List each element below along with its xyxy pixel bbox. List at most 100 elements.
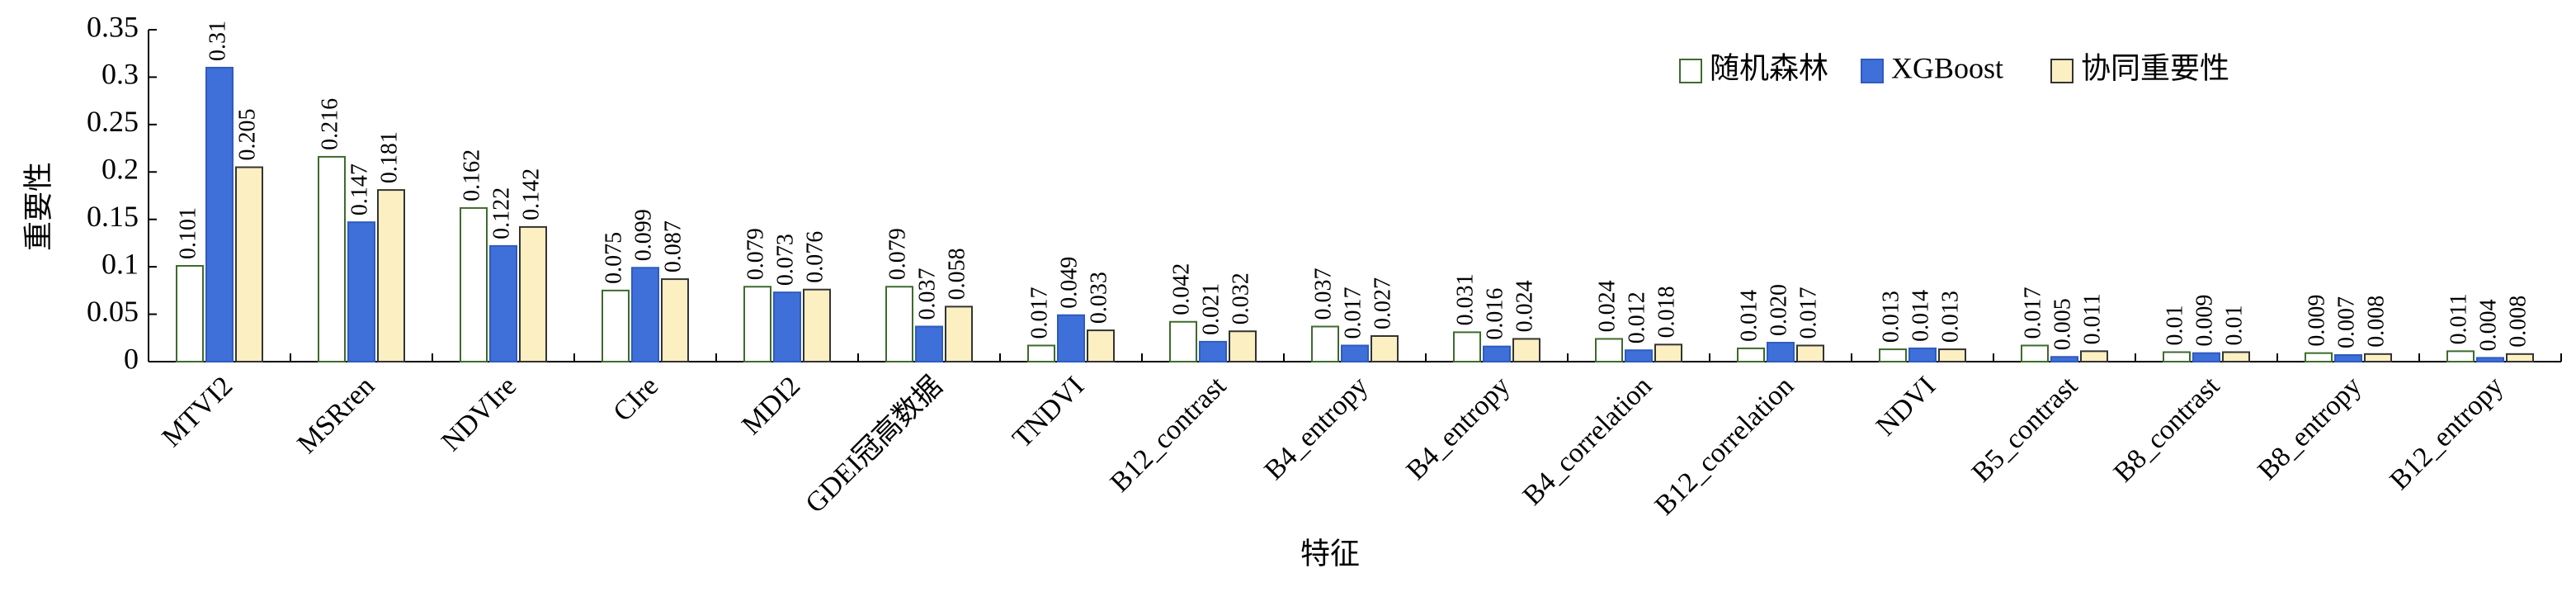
bar [2364,353,2392,363]
bar [1453,331,1481,362]
data-label: 0.024 [1594,280,1620,332]
x-tick-label: MSRren [292,371,381,460]
bar [377,189,405,362]
bar [915,325,943,363]
bar [661,278,689,362]
bar [1483,345,1511,363]
y-tick-label: 0.3 [101,58,139,91]
bar [2476,357,2504,362]
x-tick-label: B12_entropy [2384,371,2509,496]
bar [803,288,831,362]
data-label: 0.122 [488,187,514,239]
data-label: 0.013 [1878,291,1904,343]
bar [1512,338,1540,363]
x-tick-label: B4_entropy [1400,371,1516,486]
data-label: 0.027 [1370,277,1395,329]
legend-swatch [2050,59,2074,83]
x-tick-label: TNDVI [1007,371,1090,454]
y-tick-label: 0 [124,342,139,375]
data-label: 0.012 [1624,291,1649,343]
data-label: 0.004 [2475,299,2501,351]
bar [2446,350,2475,363]
data-label: 0.01 [2162,305,2187,346]
bar [945,305,973,362]
data-label: 0.205 [234,109,260,161]
data-label: 0.147 [347,163,372,215]
bar [631,267,659,363]
bar [1908,347,1937,363]
data-label: 0.018 [1654,286,1679,338]
bar [602,289,630,363]
data-label: 0.011 [2079,293,2105,344]
x-axis-title: 特征 [1300,537,1360,570]
y-tick-label: 0.05 [87,295,139,328]
data-label: 0.020 [1766,284,1791,336]
x-tick-label: B12_correlation [1649,371,1800,521]
bar [1311,325,1339,363]
bar [176,264,204,363]
bar [773,291,801,363]
bar [235,166,263,362]
y-tick-label: 0.15 [87,200,139,233]
legend-swatch [1679,59,1702,83]
x-tick-label: B12_contrast [1105,371,1233,499]
data-label: 0.033 [1086,272,1111,324]
bar [1625,349,1653,362]
bar [489,244,517,363]
data-label: 0.007 [2333,296,2359,348]
bar [885,286,913,362]
data-label: 0.008 [2505,296,2531,348]
bar [2334,353,2362,362]
bar [1737,347,1765,363]
data-label: 0.075 [601,232,626,284]
bar [2506,353,2534,363]
legend-label: 随机森林 [1710,51,1828,84]
data-label: 0.024 [1512,280,1537,332]
data-label: 0.058 [944,248,970,300]
data-label: 0.017 [1026,287,1052,339]
data-label: 0.049 [1056,257,1082,309]
bar [1371,334,1399,363]
x-tick-label: B8_contrast [2108,371,2226,489]
data-label: 0.005 [2050,298,2075,350]
data-label: 0.073 [772,234,798,286]
bar [318,155,346,362]
bar [2192,352,2220,363]
bar [1341,344,1369,362]
legend-swatch [1861,59,1884,83]
y-tick-label: 0.1 [101,247,139,280]
bar [1879,348,1907,363]
data-label: 0.079 [885,228,910,280]
bar [2163,351,2191,362]
data-label: 0.032 [1228,272,1253,324]
x-tick-label: B5_contrast [1966,371,2084,489]
bar [1654,343,1682,362]
bar [2080,350,2108,363]
data-label: 0.079 [743,228,768,280]
data-label: 0.017 [2020,287,2045,339]
bar [519,225,547,362]
y-tick-label: 0.2 [101,153,139,186]
data-label: 0.021 [1198,283,1224,335]
bar [2050,356,2078,362]
data-label: 0.011 [2446,293,2471,344]
data-label: 0.31 [205,21,230,61]
data-label: 0.162 [459,149,484,201]
data-label: 0.101 [175,207,201,259]
data-label: 0.216 [317,98,342,150]
y-axis-title: 重要性 [21,162,54,251]
data-label: 0.013 [1937,291,1963,343]
bar [2021,344,2049,362]
x-tick-label: MTVI2 [157,371,239,453]
bar [460,206,488,362]
bar [205,66,234,362]
x-tick-label: CIre [607,371,664,428]
data-label: 0.017 [1340,287,1366,339]
data-label: 0.014 [1736,290,1762,342]
y-tick-label: 0.35 [87,10,139,43]
data-label: 0.042 [1168,263,1194,315]
x-tick-label: NDVI [1871,371,1941,442]
data-label: 0.016 [1482,288,1507,340]
